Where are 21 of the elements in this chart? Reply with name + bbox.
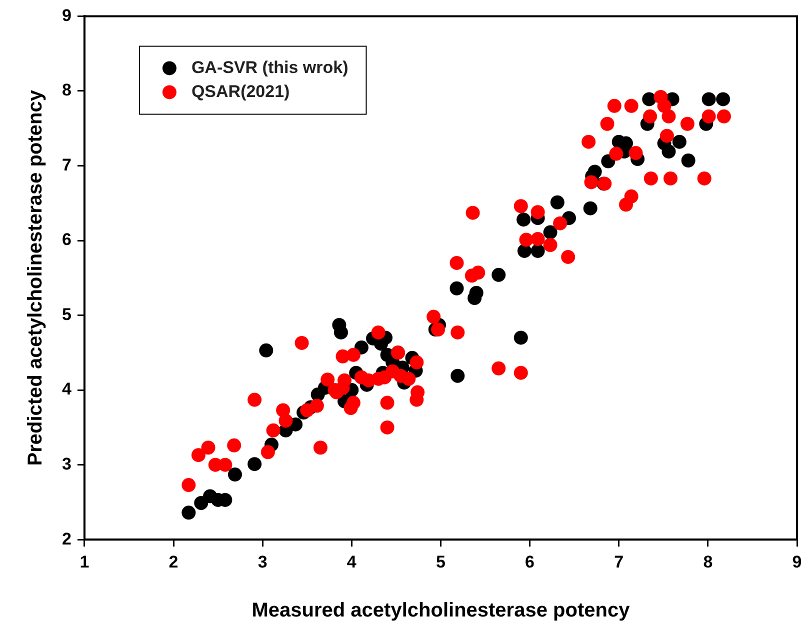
legend-label: GA-SVR (this wrok) [191, 58, 348, 77]
y-axis-title: Predicted acetylcholinesterase potency [24, 89, 47, 466]
y-tick-label: 8 [62, 80, 72, 100]
x-tick-label: 2 [168, 552, 178, 572]
legend-label: QSAR(2021) [191, 82, 290, 101]
x-tick-label: 9 [792, 552, 802, 572]
y-tick-label: 6 [62, 230, 72, 250]
y-tick-label: 9 [62, 6, 72, 25]
y-tick-label: 5 [62, 304, 72, 324]
x-tick-label: 6 [525, 552, 535, 572]
x-tick-label: 5 [436, 552, 446, 572]
x-axis-title: Measured acetylcholinesterase potency [252, 600, 631, 622]
y-tick-label: 2 [62, 529, 72, 548]
x-tick-label: 3 [258, 552, 268, 572]
y-tick-label: 3 [62, 454, 72, 474]
x-tick-label: 8 [703, 552, 713, 572]
x-tick-label: 4 [346, 552, 357, 572]
y-tick-label: 4 [62, 380, 72, 399]
y-tick-label: 7 [62, 155, 72, 174]
x-tick-label: 1 [80, 552, 90, 572]
x-tick-label: 7 [614, 552, 624, 572]
